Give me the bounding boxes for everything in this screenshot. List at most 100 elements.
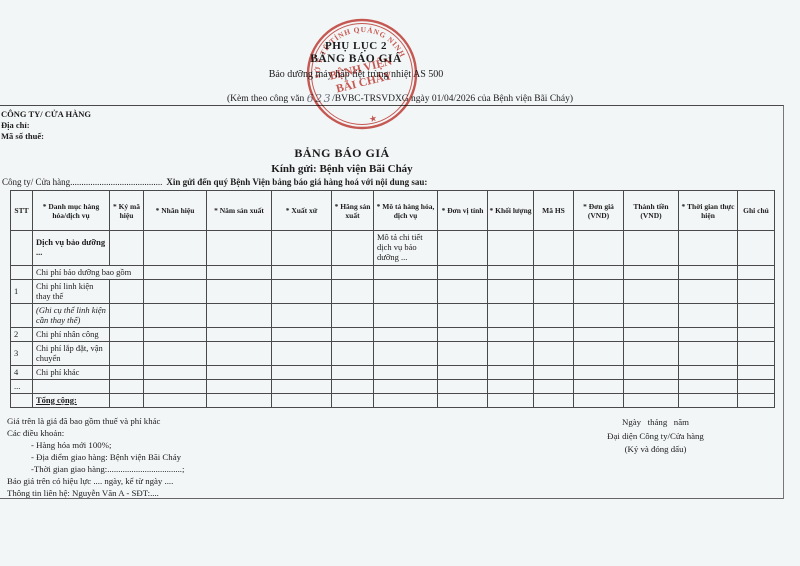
table-cell — [487, 379, 534, 394]
table-cell — [623, 365, 679, 380]
table-row: Tổng cộng: — [10, 393, 775, 408]
table-cell: ... — [10, 379, 33, 394]
table-cell — [206, 265, 272, 280]
table-cell — [331, 230, 374, 266]
table-cell — [206, 393, 272, 408]
table-cell — [373, 279, 438, 304]
table-cell — [271, 393, 332, 408]
table-cell — [331, 279, 374, 304]
table-cell: Chi phí lắp đặt, vận chuyển — [32, 341, 110, 366]
table-cell — [271, 265, 332, 280]
table-cell — [331, 265, 374, 280]
table-row: ... — [10, 379, 775, 394]
reference-suffix: /BVBC-TRSVDXG ngày 01/04/2026 của Bệnh v… — [332, 94, 574, 104]
table-cell — [271, 279, 332, 304]
company-block: CÔNG TY/ CỬA HÀNG Địa chỉ: Mã số thuế: — [1, 109, 91, 142]
table-cell — [437, 265, 488, 280]
table-cell — [143, 341, 207, 366]
form-title-block: BẢNG BÁO GIÁ Kính gửi: Bệnh viện Bãi Chá… — [0, 146, 684, 175]
table-cell — [331, 341, 374, 366]
table-cell — [143, 327, 207, 342]
table-cell — [487, 230, 534, 266]
note-line: Các điều khoản: — [7, 428, 65, 438]
table-cell — [143, 379, 207, 394]
column-header: * Đơn giá (VND) — [573, 190, 624, 231]
table-cell — [206, 279, 272, 304]
table-cell — [206, 365, 272, 380]
column-header: * Khối lượng — [487, 190, 534, 231]
table-row: 4 Chi phí khác — [10, 365, 775, 380]
table-cell — [678, 327, 738, 342]
table-row: Dịch vụ bảo dưỡng ... Mô tả chi tiết dịch… — [10, 230, 775, 266]
column-header: * Hãng sản xuất — [331, 190, 374, 231]
table-cell — [10, 393, 33, 408]
table-cell — [10, 303, 33, 328]
column-header: Mã HS — [533, 190, 574, 231]
column-header: * Đơn vị tính — [437, 190, 488, 231]
table-cell — [533, 379, 574, 394]
table-cell: Tổng cộng: — [32, 393, 110, 408]
table-cell — [437, 303, 488, 328]
address-label: Địa chỉ: — [1, 120, 30, 130]
table-cell — [623, 327, 679, 342]
table-cell — [737, 341, 775, 366]
table-cell: 2 — [10, 327, 33, 342]
document-title: BẢNG BÁO GIÁ — [310, 53, 402, 65]
table-cell — [573, 365, 624, 380]
table-cell — [373, 393, 438, 408]
form-title: BẢNG BÁO GIÁ — [294, 146, 390, 160]
sign-instruction: (Ký và đóng dấu) — [624, 444, 687, 454]
table-cell — [623, 279, 679, 304]
table-cell — [487, 265, 534, 280]
table-cell — [533, 279, 574, 304]
table-row: 3 Chi phí lắp đặt, vận chuyển — [10, 341, 775, 366]
table-cell — [678, 341, 738, 366]
table-cell — [109, 327, 144, 342]
table-cell — [373, 365, 438, 380]
table-cell — [373, 341, 438, 366]
handwritten-number: 623 — [306, 92, 333, 105]
table-cell — [437, 327, 488, 342]
table-cell — [573, 265, 624, 280]
table-cell — [373, 379, 438, 394]
table-cell — [331, 393, 374, 408]
note-line: -Thời gian giao hàng:...................… — [31, 464, 185, 474]
column-header: Thành tiền (VND) — [623, 190, 679, 231]
table-cell — [737, 327, 775, 342]
tax-code-label: Mã số thuế: — [1, 131, 44, 141]
table-cell — [206, 303, 272, 328]
notes-block: Giá trên là giá đã bao gồm thuế và phí k… — [7, 415, 184, 499]
signature-block: Ngày tháng năm Đại diện Công ty/Cửa hàng… — [548, 416, 763, 457]
table-cell — [373, 265, 438, 280]
table-cell: 4 — [10, 365, 33, 380]
column-header: * Mô tả hàng hóa, dịch vụ — [373, 190, 438, 231]
table-cell — [271, 303, 332, 328]
table-cell — [271, 327, 332, 342]
column-header: * Xuất xứ — [271, 190, 332, 231]
table-cell — [623, 393, 679, 408]
table-cell — [678, 230, 738, 266]
table-cell — [271, 341, 332, 366]
table-cell — [737, 379, 775, 394]
table-row: (Ghi cụ thể linh kiện cần thay thế) — [10, 303, 775, 328]
table-cell — [10, 265, 33, 280]
table-cell — [737, 279, 775, 304]
table-cell — [10, 230, 33, 266]
table-cell — [206, 230, 272, 266]
table-cell — [533, 230, 574, 266]
note-line: - Địa điểm giao hàng: Bệnh viện Bãi Cháy — [31, 452, 182, 462]
note-line: Giá trên là giá đã bao gồm thuế và phí k… — [7, 416, 161, 426]
table-cell — [487, 393, 534, 408]
reference-line: (Kèm theo công văn 623/BVBC-TRSVDXG ngày… — [0, 91, 800, 105]
table-cell — [331, 303, 374, 328]
intro-request-text: Xin gửi đến quý Bệnh Viện bảng báo giá h… — [166, 177, 428, 187]
table-cell: Chi phí khác — [32, 365, 110, 380]
table-cell — [623, 230, 679, 266]
table-cell — [271, 230, 332, 266]
note-line: Bảo giá trên có hiệu lực .... ngày, kể t… — [7, 476, 174, 486]
table-cell — [109, 303, 144, 328]
table-cell — [109, 279, 144, 304]
table-cell — [573, 379, 624, 394]
header-row: STT * Danh mục hàng hóa/dịch vụ * Ký mã hi… — [10, 190, 775, 231]
table-cell — [271, 379, 332, 394]
